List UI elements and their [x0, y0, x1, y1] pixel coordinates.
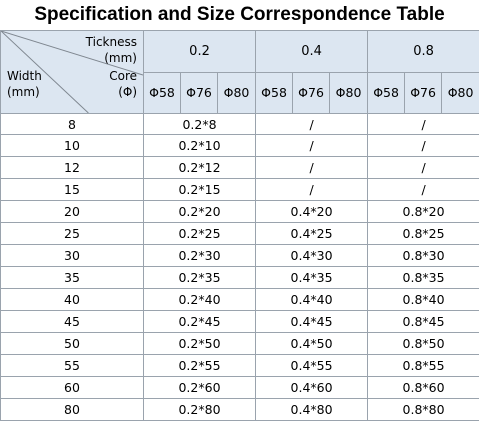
- spec-cell: /: [367, 156, 479, 179]
- table-row: 20 0.2*20 0.4*20 0.8*20: [0, 200, 479, 223]
- table-row: 40 0.2*40 0.4*40 0.8*40: [0, 288, 479, 311]
- spec-cell: 0.8*20: [367, 200, 479, 223]
- table-row: 55 0.2*55 0.4*55 0.8*55: [0, 354, 479, 377]
- width-cell: 25: [0, 222, 144, 245]
- spec-cell: /: [255, 113, 369, 135]
- width-cell: 8: [0, 113, 144, 135]
- spec-cell: 0.2*12: [142, 156, 257, 179]
- diagonal-lines: [1, 31, 143, 113]
- core-header: Φ58: [367, 71, 406, 114]
- spec-cell: 0.8*60: [367, 376, 479, 399]
- spec-cell: 0.8*25: [367, 222, 479, 245]
- width-cell: 15: [0, 178, 144, 201]
- spec-cell: 0.4*40: [255, 288, 369, 311]
- spec-cell: 0.8*50: [367, 332, 479, 355]
- spec-cell: 0.2*55: [142, 354, 257, 377]
- table-row: 15 0.2*15 / /: [0, 178, 479, 201]
- thickness-header: 0.4: [255, 30, 369, 73]
- table-row: 8 0.2*8 / /: [0, 113, 479, 135]
- thickness-header: 0.2: [142, 30, 257, 73]
- core-header: Φ80: [441, 71, 479, 114]
- spec-cell: 0.2*45: [142, 310, 257, 333]
- core-header: Φ58: [143, 71, 181, 114]
- width-cell: 55: [0, 354, 144, 377]
- core-header: Φ76: [404, 71, 443, 114]
- spec-table: Tickness (mm) Core (Φ) Width (mm) 0.2 0.…: [0, 30, 479, 421]
- table-row: 12 0.2*12 / /: [0, 156, 479, 179]
- table-row: 35 0.2*35 0.4*35 0.8*35: [0, 266, 479, 289]
- width-cell: 10: [0, 134, 144, 157]
- spec-cell: 0.2*60: [142, 376, 257, 399]
- spec-cell: 0.2*15: [142, 178, 257, 201]
- core-header: Φ76: [292, 71, 331, 114]
- table-row: 50 0.2*50 0.4*50 0.8*50: [0, 332, 479, 355]
- core-header: Φ80: [329, 71, 369, 114]
- spec-cell: 0.4*50: [255, 332, 369, 355]
- table-row: 25 0.2*25 0.4*25 0.8*25: [0, 222, 479, 245]
- spec-cell: 0.4*25: [255, 222, 369, 245]
- spec-cell: 0.8*35: [367, 266, 479, 289]
- spec-cell: /: [367, 134, 479, 157]
- spec-cell: 0.2*10: [142, 134, 257, 157]
- spec-cell: 0.8*30: [367, 244, 479, 267]
- thickness-label: Tickness (mm): [85, 35, 137, 65]
- width-cell: 20: [0, 200, 144, 223]
- spec-cell: 0.2*8: [142, 113, 257, 135]
- core-header: Φ76: [180, 71, 218, 114]
- spec-cell: 0.2*40: [142, 288, 257, 311]
- spec-cell: 0.4*45: [255, 310, 369, 333]
- spec-cell: /: [255, 156, 369, 179]
- table-title: Specification and Size Correspondence Ta…: [34, 4, 445, 25]
- spec-cell: /: [255, 178, 369, 201]
- spec-cell: 0.8*45: [367, 310, 479, 333]
- core-header: Φ58: [255, 71, 294, 114]
- spec-cell: 0.2*20: [142, 200, 257, 223]
- width-label: Width (mm): [7, 69, 42, 99]
- spec-cell: 0.2*35: [142, 266, 257, 289]
- width-cell: 12: [0, 156, 144, 179]
- width-cell: 45: [0, 310, 144, 333]
- width-cell: 60: [0, 376, 144, 399]
- table-row: 60 0.2*60 0.4*60 0.8*60: [0, 376, 479, 399]
- table-row: 80 0.2*80 0.4*80 0.8*80: [0, 398, 479, 421]
- corner-header: Tickness (mm) Core (Φ) Width (mm): [0, 30, 144, 114]
- spec-cell: 0.8*80: [367, 398, 479, 421]
- spec-cell: 0.8*40: [367, 288, 479, 311]
- spec-cell: 0.4*55: [255, 354, 369, 377]
- spec-cell: 0.4*60: [255, 376, 369, 399]
- core-label: Core (Φ): [109, 69, 137, 99]
- width-cell: 40: [0, 288, 144, 311]
- spec-cell: 0.4*35: [255, 266, 369, 289]
- spec-cell: 0.2*80: [142, 398, 257, 421]
- spec-cell: 0.4*80: [255, 398, 369, 421]
- core-header: Φ80: [216, 71, 257, 114]
- width-cell: 30: [0, 244, 144, 267]
- table-row: 10 0.2*10 / /: [0, 134, 479, 157]
- spec-cell: 0.4*20: [255, 200, 369, 223]
- spec-cell: 0.4*30: [255, 244, 369, 267]
- table-row: 30 0.2*30 0.4*30 0.8*30: [0, 244, 479, 267]
- thickness-header: 0.8: [367, 30, 479, 73]
- spec-cell: /: [367, 113, 479, 135]
- width-cell: 50: [0, 332, 144, 355]
- spec-cell: 0.2*50: [142, 332, 257, 355]
- width-cell: 35: [0, 266, 144, 289]
- spec-cell: 0.2*25: [142, 222, 257, 245]
- spec-cell: /: [367, 178, 479, 201]
- spec-cell: 0.8*55: [367, 354, 479, 377]
- table-row: 45 0.2*45 0.4*45 0.8*45: [0, 310, 479, 333]
- width-cell: 80: [0, 398, 144, 421]
- spec-cell: /: [255, 134, 369, 157]
- spec-cell: 0.2*30: [142, 244, 257, 267]
